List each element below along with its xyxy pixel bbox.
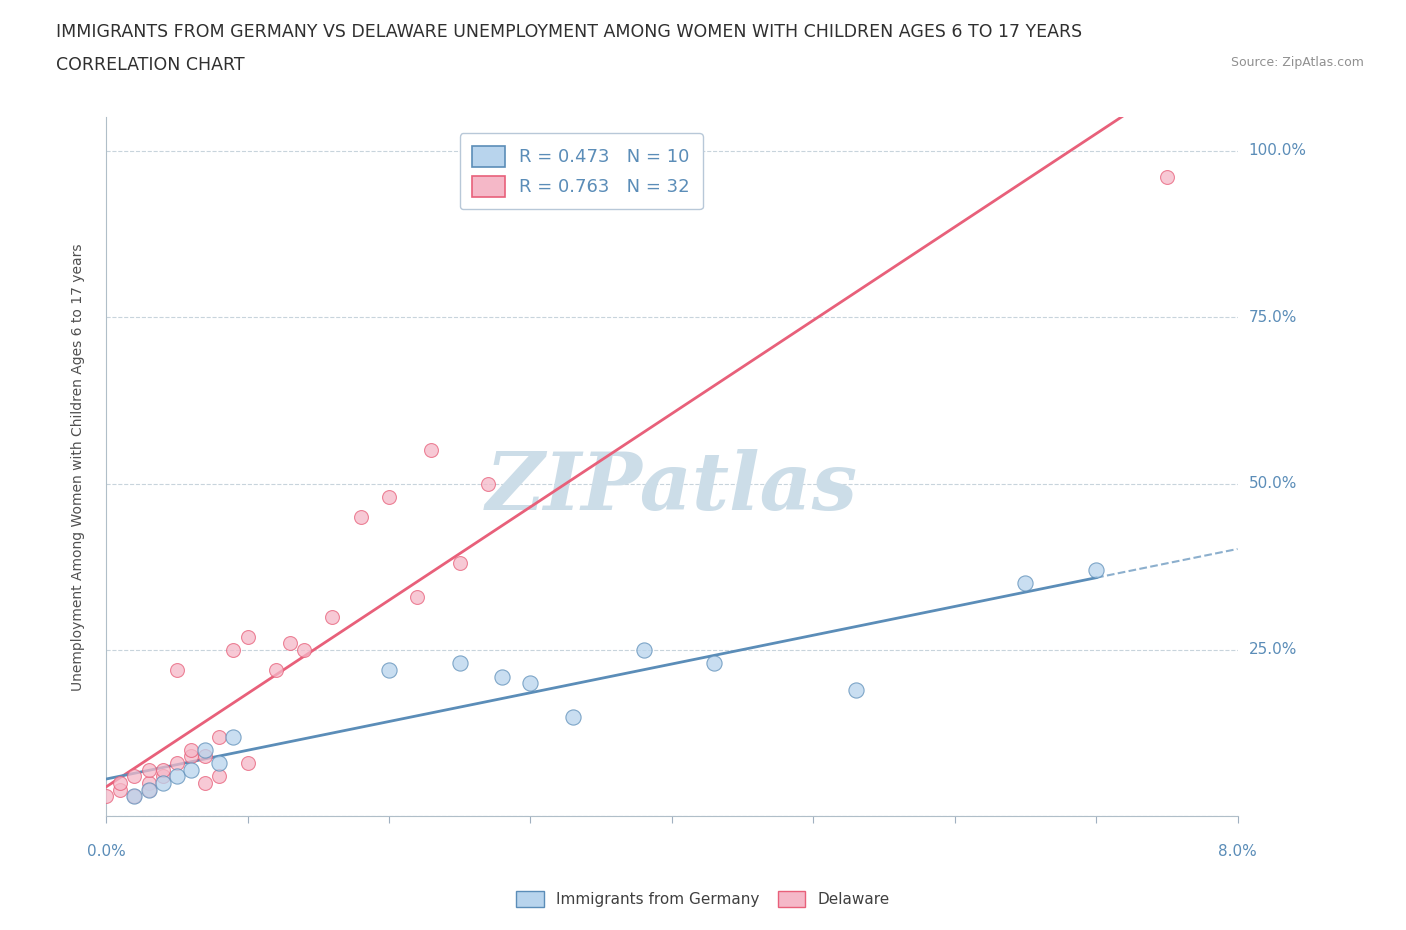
- Point: [180, 742, 202, 757]
- Point: [124, 769, 146, 784]
- Point: [180, 749, 202, 764]
- Text: 75.0%: 75.0%: [1249, 310, 1296, 325]
- Point: [152, 769, 174, 784]
- Y-axis label: Unemployment Among Women with Children Ages 6 to 17 years: Unemployment Among Women with Children A…: [72, 243, 86, 691]
- Legend: R = 0.473   N = 10, R = 0.763   N = 32: R = 0.473 N = 10, R = 0.763 N = 32: [460, 133, 703, 209]
- Point: [278, 636, 301, 651]
- Point: [633, 643, 655, 658]
- Point: [236, 756, 259, 771]
- Point: [166, 662, 188, 677]
- Point: [180, 763, 202, 777]
- Text: 50.0%: 50.0%: [1249, 476, 1296, 491]
- Point: [449, 556, 471, 571]
- Point: [321, 609, 343, 624]
- Point: [194, 742, 217, 757]
- Point: [166, 769, 188, 784]
- Point: [1085, 563, 1108, 578]
- Text: IMMIGRANTS FROM GERMANY VS DELAWARE UNEMPLOYMENT AMONG WOMEN WITH CHILDREN AGES : IMMIGRANTS FROM GERMANY VS DELAWARE UNEM…: [56, 23, 1083, 41]
- Point: [449, 656, 471, 671]
- Legend: Immigrants from Germany, Delaware: Immigrants from Germany, Delaware: [510, 884, 896, 913]
- Text: Source: ZipAtlas.com: Source: ZipAtlas.com: [1230, 56, 1364, 69]
- Point: [110, 776, 132, 790]
- Point: [406, 590, 429, 604]
- Point: [350, 510, 373, 525]
- Point: [236, 630, 259, 644]
- Point: [519, 676, 541, 691]
- Point: [1014, 576, 1036, 591]
- Text: CORRELATION CHART: CORRELATION CHART: [56, 56, 245, 73]
- Point: [138, 782, 160, 797]
- Point: [378, 662, 401, 677]
- Point: [264, 662, 287, 677]
- Point: [292, 643, 315, 658]
- Point: [138, 782, 160, 797]
- Point: [124, 789, 146, 804]
- Text: 100.0%: 100.0%: [1249, 143, 1306, 158]
- Point: [561, 709, 583, 724]
- Point: [703, 656, 725, 671]
- Point: [208, 729, 231, 744]
- Point: [208, 756, 231, 771]
- Point: [94, 789, 117, 804]
- Point: [845, 683, 868, 698]
- Point: [110, 782, 132, 797]
- Point: [491, 670, 513, 684]
- Text: 8.0%: 8.0%: [1218, 844, 1257, 859]
- Point: [152, 763, 174, 777]
- Point: [124, 789, 146, 804]
- Point: [420, 443, 443, 458]
- Text: 0.0%: 0.0%: [87, 844, 125, 859]
- Point: [378, 489, 401, 504]
- Point: [194, 749, 217, 764]
- Text: ZIPatlas: ZIPatlas: [485, 449, 858, 526]
- Point: [222, 729, 245, 744]
- Point: [194, 776, 217, 790]
- Point: [152, 776, 174, 790]
- Point: [138, 776, 160, 790]
- Text: 25.0%: 25.0%: [1249, 643, 1296, 658]
- Point: [208, 769, 231, 784]
- Point: [222, 643, 245, 658]
- Point: [1156, 170, 1178, 185]
- Point: [166, 756, 188, 771]
- Point: [477, 476, 499, 491]
- Point: [138, 763, 160, 777]
